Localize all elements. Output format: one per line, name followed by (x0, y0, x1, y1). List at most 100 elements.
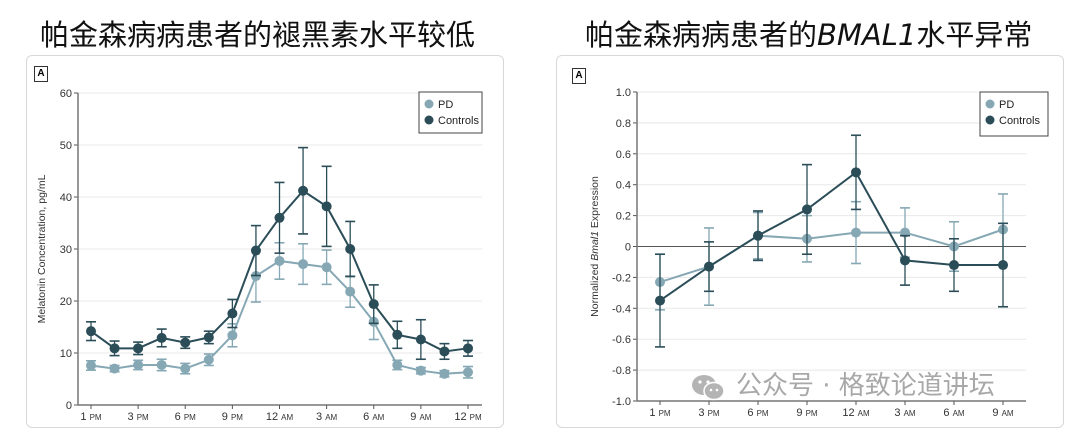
x-tick-label: 9 PM (796, 407, 818, 419)
legend-box (979, 91, 1049, 137)
x-tick-label: 12 PM (454, 411, 482, 423)
data-point (86, 360, 96, 371)
data-point (655, 295, 665, 306)
data-point (998, 260, 1008, 271)
y-tick-label: 1.0 (616, 87, 631, 99)
y-tick-label: 0 (625, 242, 631, 254)
legend-marker (985, 115, 995, 125)
chart-1: -1.0 -0.8 -0.6 -0.4 -0.2 0 0.2 0.4 0.6 0.8 1.0 1 PM… (589, 87, 1049, 419)
y-tick-label: 0.8 (616, 118, 631, 130)
y-axis-label: Normalized Bmal1 Expression (589, 176, 601, 317)
y-tick-label: 0.6 (616, 149, 631, 161)
legend: PD Controls (979, 91, 1049, 137)
y-tick-label: 0 (66, 400, 72, 412)
data-point (704, 261, 714, 272)
legend: PD Controls (418, 91, 483, 134)
data-point (109, 343, 120, 354)
data-point (900, 255, 910, 266)
x-tick-label: 3 AM (316, 411, 338, 423)
x-tick-label: 6 PM (747, 407, 769, 419)
data-point (949, 260, 959, 271)
data-point (321, 262, 332, 273)
y-tick-label: -1.0 (612, 396, 631, 408)
data-point (298, 185, 309, 196)
legend-box (418, 91, 483, 134)
y-tick-label: -0.6 (612, 334, 631, 346)
series-line (659, 228, 1004, 283)
data-point (415, 334, 426, 345)
data-point (133, 343, 144, 354)
data-point (109, 363, 120, 374)
right-title-prefix: 帕金森病病患者的 (585, 18, 818, 52)
data-point (180, 363, 191, 374)
y-tick-label: 40 (60, 192, 72, 204)
x-tick-label: 9 PM (222, 411, 244, 423)
data-point (274, 212, 285, 223)
series-pd (655, 193, 1008, 311)
data-point (345, 244, 356, 254)
data-point (180, 337, 191, 348)
data-point (227, 330, 238, 341)
series-pd (86, 241, 473, 379)
watermark: 公众号 · 格致论道讲坛 (690, 365, 995, 402)
legend-marker (985, 99, 995, 109)
series-controls (86, 146, 473, 361)
watermark-text: 公众号 · 格致论道讲坛 (736, 371, 995, 401)
series-line (659, 170, 1003, 302)
data-point (368, 299, 379, 310)
y-tick-label: 20 (60, 296, 72, 308)
data-point (321, 201, 332, 212)
y-tick-label: -0.2 (612, 272, 631, 284)
x-tick-label: 3 PM (128, 411, 150, 423)
wechat-icon (692, 374, 725, 400)
data-point (463, 367, 473, 378)
data-point (133, 359, 144, 370)
data-point (753, 230, 763, 241)
data-point (250, 245, 261, 256)
data-point (439, 346, 450, 357)
data-point (415, 365, 426, 376)
data-point (463, 343, 473, 354)
legend-label: Controls (438, 115, 479, 127)
data-point (392, 359, 403, 370)
data-point (851, 227, 861, 238)
y-tick-label: -0.4 (612, 303, 631, 315)
right-title: 帕金森病病患者的BMAL1水平异常 (585, 12, 1032, 54)
data-point (227, 308, 238, 319)
legend-label: PD (999, 99, 1014, 111)
x-tick-label: 1 PM (80, 411, 102, 423)
legend-label: PD (438, 99, 453, 111)
y-tick-label: 50 (60, 140, 72, 152)
x-tick-label: 6 AM (943, 407, 965, 419)
y-tick-label: 0.2 (616, 211, 631, 223)
y-axis-label: Melatonin Concentration, pg/mL (36, 174, 48, 323)
data-point (345, 286, 356, 297)
data-point (439, 368, 450, 379)
x-tick-label: 12 AM (266, 411, 294, 423)
y-tick-label: 30 (60, 244, 72, 256)
right-panel-label: A (572, 68, 586, 84)
y-tick-label: 60 (60, 88, 72, 100)
data-point (156, 359, 167, 370)
x-tick-label: 9 AM (992, 407, 1014, 419)
chart-0: 0 10 20 30 40 50 60 1 PM 3 PM 6 PM 9 PM 12 AM 3 AM 6 … (36, 88, 483, 423)
x-tick-label: 12 AM (842, 407, 870, 419)
data-point (392, 329, 403, 340)
data-point (802, 204, 812, 215)
x-tick-label: 3 PM (698, 407, 720, 419)
x-tick-label: 6 PM (175, 411, 197, 423)
data-point (86, 326, 96, 337)
y-tick-label: 10 (60, 348, 72, 360)
data-point (274, 255, 285, 266)
right-title-suffix: 水平异常 (916, 18, 1033, 52)
data-point (203, 332, 214, 343)
x-tick-label: 1 PM (649, 407, 671, 419)
x-tick-label: 6 AM (363, 411, 385, 423)
right-title-gene: BMAL1 (817, 18, 917, 52)
data-point (156, 332, 167, 343)
series-controls (655, 134, 1008, 348)
x-tick-label: 3 AM (894, 407, 916, 419)
left-title: 帕金森病病患者的褪黑素水平较低 (40, 18, 476, 52)
legend-label: Controls (999, 115, 1040, 127)
